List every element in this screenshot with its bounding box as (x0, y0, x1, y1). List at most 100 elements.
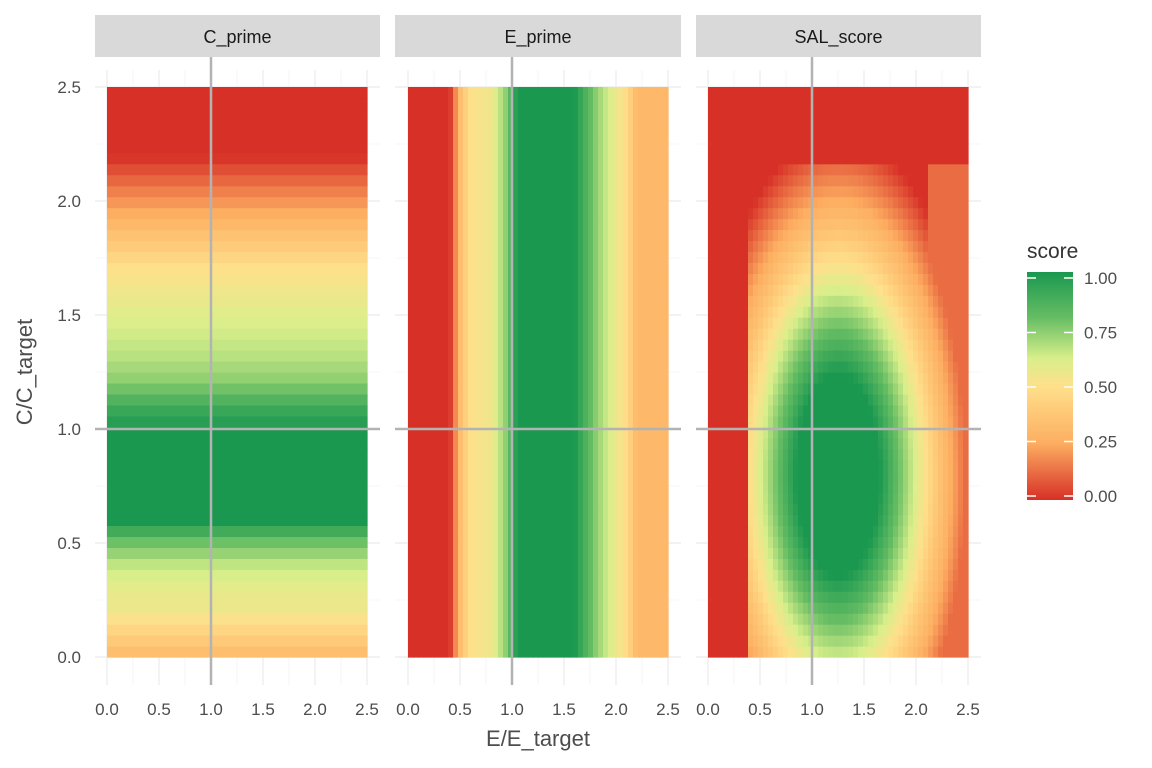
heat-cell (478, 514, 484, 527)
heat-cell (448, 426, 454, 439)
heat-cell (488, 218, 494, 231)
heat-cell (122, 646, 128, 658)
heat-cell (347, 295, 353, 307)
heat-cell (272, 361, 278, 373)
heat-cell (212, 514, 218, 527)
heat-cell (523, 569, 529, 581)
heat-cell (147, 525, 153, 538)
heat-cell (342, 602, 348, 614)
heat-cell (277, 196, 283, 209)
heat-cell (327, 207, 333, 220)
heat-cell (197, 536, 203, 548)
heat-cell (112, 328, 118, 340)
heat-cell (448, 97, 454, 110)
heat-cell (132, 196, 138, 209)
heat-cell (262, 393, 268, 406)
heat-cell (267, 372, 273, 384)
heat-cell (282, 426, 288, 439)
heat-cell (593, 284, 599, 296)
heat-cell (588, 108, 594, 121)
heat-cell (538, 163, 544, 176)
heat-cell (252, 174, 258, 187)
heat-cell (302, 130, 308, 143)
heat-cell (433, 481, 439, 494)
heat-cell (583, 251, 589, 263)
heat-cell (578, 569, 584, 581)
heat-cell (127, 525, 133, 538)
heat-cell (237, 580, 243, 592)
heat-cell (237, 404, 243, 417)
heat-cell (458, 130, 464, 143)
heat-cell (147, 591, 153, 603)
heat-cell (237, 393, 243, 406)
heat-cell (418, 229, 424, 242)
heat-cell (257, 393, 263, 406)
heat-cell (147, 361, 153, 373)
heat-cell (513, 251, 519, 263)
heat-cell (237, 503, 243, 516)
heat-cell (342, 295, 348, 307)
heat-cell (127, 536, 133, 548)
heat-cell (513, 525, 519, 538)
heat-cell (347, 207, 353, 220)
heat-cell (563, 87, 569, 99)
heat-cell (553, 240, 559, 253)
heat-cell (428, 251, 434, 263)
heat-cell (483, 569, 489, 581)
heat-cell (337, 558, 343, 570)
heat-cell (618, 536, 624, 548)
heat-cell (503, 569, 509, 581)
heat-cell (538, 372, 544, 384)
heat-cell (518, 119, 524, 132)
heat-cell (533, 415, 539, 428)
heat-cell (267, 317, 273, 329)
heat-cell (593, 97, 599, 110)
heat-cell (322, 481, 328, 494)
heat-cell (112, 284, 118, 296)
heat-cell (107, 503, 113, 516)
heat-cell (448, 306, 454, 318)
heat-cell (618, 130, 624, 143)
heat-cell (573, 87, 579, 99)
heat-cell (157, 459, 163, 472)
heat-cell (468, 328, 474, 340)
heat-cell (478, 361, 484, 373)
heat-cell (157, 152, 163, 165)
heat-cell (503, 361, 509, 373)
heat-cell (337, 415, 343, 428)
heat-cell (493, 196, 499, 209)
heat-cell (302, 382, 308, 395)
heat-cell (307, 470, 313, 483)
heat-cell (292, 591, 298, 603)
heat-cell (252, 591, 258, 603)
heat-cell (242, 317, 248, 329)
heat-cell (463, 569, 469, 581)
heat-cell (172, 536, 178, 548)
heat-cell (362, 591, 368, 603)
heat-cell (247, 470, 253, 483)
heat-cell (513, 514, 519, 527)
heat-cell (267, 558, 273, 570)
heat-cell (448, 196, 454, 209)
heat-cell (347, 163, 353, 176)
heat-cell (578, 525, 584, 538)
heat-cell (152, 459, 158, 472)
heat-cell (583, 295, 589, 307)
heat-cell (157, 569, 163, 581)
heat-cell (593, 635, 599, 647)
heat-cell (262, 361, 268, 373)
heat-cell (127, 328, 133, 340)
heat-cell (433, 130, 439, 143)
heat-cell (423, 328, 429, 340)
heat-cell (187, 97, 193, 110)
heat-cell (222, 273, 228, 285)
heat-cell (287, 547, 293, 559)
heat-cell (202, 591, 208, 603)
heat-cell (347, 174, 353, 187)
heat-cell (347, 141, 353, 154)
heat-cell (212, 306, 218, 318)
heat-cell (413, 646, 419, 658)
heat-cell (232, 273, 238, 285)
heat-cell (593, 87, 599, 99)
heat-cell (468, 602, 474, 614)
